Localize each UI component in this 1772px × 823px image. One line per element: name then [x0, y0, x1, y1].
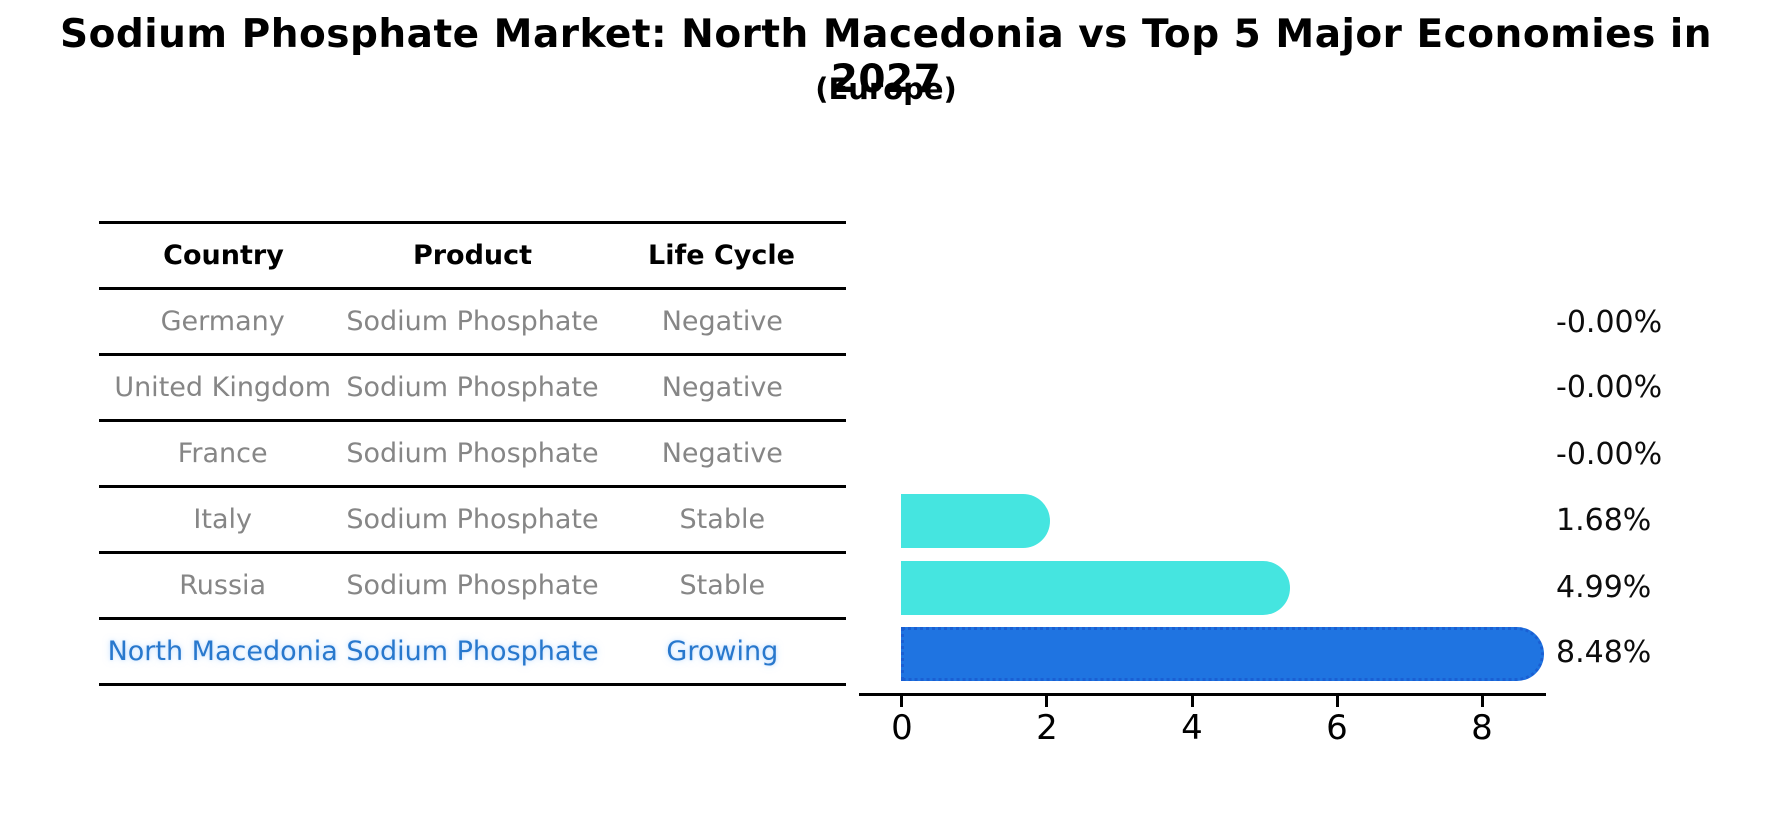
cell-life-cycle: Stable: [679, 504, 766, 535]
table-row-united-kingdom: United Kingdom Sodium Phosphate Negative: [99, 356, 846, 422]
value-label-north-macedonia: 8.48%: [1556, 635, 1652, 670]
column-header-country: Country: [163, 240, 284, 271]
cell-country: North Macedonia: [107, 636, 338, 667]
table-header-row: Country Product Life Cycle: [99, 221, 846, 290]
cell-life-cycle: Growing: [666, 636, 779, 667]
bar-italy: [901, 494, 1050, 549]
table-row-germany: Germany Sodium Phosphate Negative: [99, 290, 846, 356]
table-row-italy: Italy Sodium Phosphate Stable: [99, 488, 846, 554]
cell-country: United Kingdom: [114, 372, 332, 403]
table-row-north-macedonia: North Macedonia Sodium Phosphate Growing: [99, 620, 846, 686]
x-axis-line: [859, 693, 1546, 696]
x-tick-label: 2: [1036, 708, 1058, 748]
x-tick-mark: [1336, 696, 1339, 707]
column-header-product: Product: [412, 240, 533, 271]
value-label-italy: 1.68%: [1556, 503, 1652, 538]
country-table: Country Product Life Cycle Germany Sodiu…: [99, 221, 846, 686]
cell-life-cycle: Negative: [661, 306, 783, 337]
x-tick-label: 6: [1326, 708, 1348, 748]
cell-country: France: [177, 438, 268, 469]
chart-subtitle: (Europe): [815, 72, 957, 106]
x-tick-label: 4: [1181, 708, 1203, 748]
bar-russia: [901, 560, 1291, 615]
value-label-united-kingdom: -0.00%: [1556, 370, 1663, 405]
table-row-russia: Russia Sodium Phosphate Stable: [99, 554, 846, 620]
cell-product: Sodium Phosphate: [346, 306, 599, 337]
x-tick-mark: [900, 696, 903, 707]
cell-life-cycle: Negative: [661, 372, 783, 403]
chart-title: Sodium Phosphate Market: North Macedonia…: [59, 12, 1712, 102]
value-label-russia: 4.99%: [1556, 570, 1652, 605]
cell-product: Sodium Phosphate: [346, 438, 599, 469]
cell-life-cycle: Stable: [679, 570, 766, 601]
table-row-france: France Sodium Phosphate Negative: [99, 422, 846, 488]
x-tick-label: 0: [891, 708, 913, 748]
x-tick-mark: [1191, 696, 1194, 707]
x-tick-mark: [1045, 696, 1048, 707]
column-header-life-cycle: Life Cycle: [648, 240, 795, 271]
cell-product: Sodium Phosphate: [346, 372, 599, 403]
cell-product: Sodium Phosphate: [346, 504, 599, 535]
cell-country: Germany: [160, 306, 285, 337]
cell-product: Sodium Phosphate: [346, 636, 599, 667]
cell-product: Sodium Phosphate: [346, 570, 599, 601]
value-label-france: -0.00%: [1556, 437, 1663, 472]
cell-country: Italy: [193, 504, 252, 535]
x-tick-mark: [1481, 696, 1484, 707]
x-tick-label: 8: [1471, 708, 1493, 748]
value-label-germany: -0.00%: [1556, 305, 1663, 340]
cell-life-cycle: Negative: [661, 438, 783, 469]
bar-north-macedonia: [901, 626, 1544, 681]
cell-country: Russia: [179, 570, 267, 601]
